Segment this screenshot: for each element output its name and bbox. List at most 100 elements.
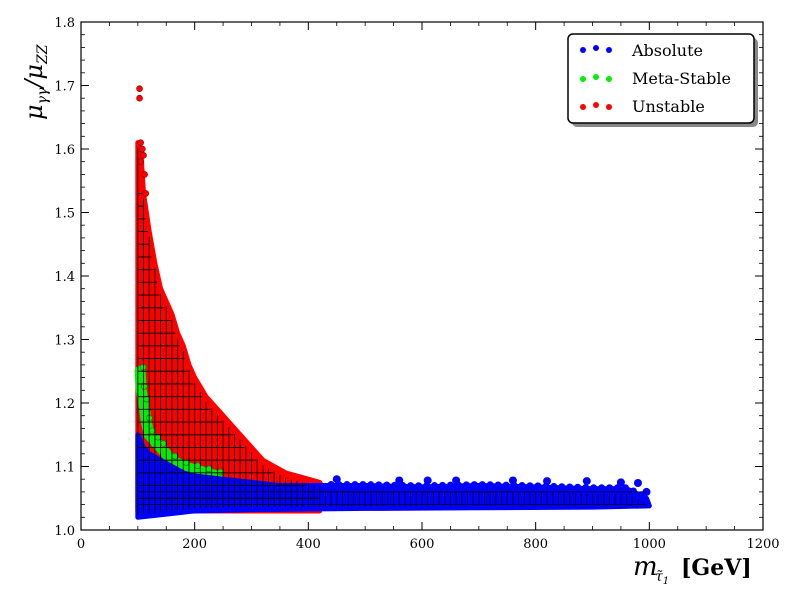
unstable-point-6 xyxy=(142,190,150,197)
ticks-layer: 0 200 400 600 800 1000 1200 1.0 1.1 1.2 1.3 1.4 1.5 1… xyxy=(54,16,779,552)
absolute-edge-dot xyxy=(399,481,407,489)
y-tick-label: 1.5 xyxy=(54,207,75,222)
unstable-region xyxy=(135,140,328,514)
absolute-edge-dot xyxy=(494,481,502,489)
absolute-edge-dot xyxy=(629,487,637,495)
meta-stable-point-1 xyxy=(140,382,148,390)
y-tick-label: 1.4 xyxy=(54,270,75,285)
absolute-edge-dot xyxy=(391,481,399,489)
absolute-edge-dot xyxy=(590,484,598,492)
meta-stable-point-4 xyxy=(148,427,156,435)
absolute-edge-dot xyxy=(343,481,351,489)
x-tick-label: 0 xyxy=(77,537,85,552)
legend-marker-unstable-3 xyxy=(606,104,612,110)
absolute-edge-dot xyxy=(446,481,454,489)
absolute-edge-dot xyxy=(478,481,486,489)
absolute-edge-dot xyxy=(510,481,518,489)
meta-stable-point-9 xyxy=(194,462,201,469)
absolute-edge-dot xyxy=(598,484,606,492)
absolute-edge-dot xyxy=(359,481,367,489)
absolute-edge-dot xyxy=(486,481,494,489)
unstable-point-5 xyxy=(141,171,148,178)
x-tick-label: 400 xyxy=(296,537,321,552)
absolute-edge-dot xyxy=(534,482,542,490)
absolute-edge-point-7 xyxy=(616,478,625,487)
absolute-edge-dot xyxy=(637,491,645,499)
legend-item-absolute: Absolute xyxy=(580,41,703,60)
y-tick-label: 1.0 xyxy=(54,524,75,539)
y-axis-title-num: μγγ/μZZ xyxy=(20,44,51,120)
legend-label-absolute: Absolute xyxy=(631,41,703,60)
x-axis-title-sub: τ̃1 xyxy=(655,569,669,587)
legend-marker-unstable-2 xyxy=(593,102,599,108)
plot-frame xyxy=(80,21,764,531)
unstable-point-1 xyxy=(136,94,143,102)
absolute-edge-dot xyxy=(367,481,375,489)
legend-marker-absolute-3 xyxy=(606,47,612,53)
absolute-edge-dot xyxy=(327,481,335,489)
x-tick-label: 200 xyxy=(182,537,207,552)
absolute-edge-dot xyxy=(375,481,383,489)
x-tick-label: 1000 xyxy=(633,537,666,552)
unstable-point-7 xyxy=(137,158,144,165)
absolute-edge-dot xyxy=(558,483,566,491)
x-tick-label: 600 xyxy=(410,537,435,552)
absolute-edge-point-8 xyxy=(633,479,642,488)
absolute-edge-dot xyxy=(518,482,526,490)
x-axis-title: m τ̃1 [GeV] xyxy=(633,552,752,587)
x-tick-label: 1200 xyxy=(746,537,779,552)
absolute-edge-dot xyxy=(407,482,415,490)
absolute-edge-dot xyxy=(614,484,622,492)
legend-box xyxy=(567,33,755,124)
absolute-edge-dot xyxy=(438,481,446,489)
absolute-edge-dot xyxy=(454,481,462,489)
meta-stable-point-11 xyxy=(217,468,224,476)
data-layer xyxy=(134,85,652,520)
absolute-region xyxy=(135,432,652,520)
absolute-edge-dot xyxy=(550,482,558,490)
legend-marker-meta-stable-2 xyxy=(593,74,599,80)
unstable-point-0 xyxy=(136,85,143,92)
absolute-edge-dot xyxy=(566,483,574,491)
y-tick-label: 1.7 xyxy=(54,80,75,95)
y-axis-title: μγγ/μZZ xyxy=(20,44,51,120)
absolute-edge-dot xyxy=(383,481,391,489)
unstable-point-2 xyxy=(137,139,144,146)
legend-item-meta-stable: Meta-Stable xyxy=(580,69,731,88)
y-tick-label: 1.3 xyxy=(54,334,75,349)
x-axis-title-m: m xyxy=(633,552,658,582)
legend-label-unstable: Unstable xyxy=(632,97,705,116)
absolute-edge-dot xyxy=(351,481,359,489)
legend-marker-unstable-1 xyxy=(580,104,586,110)
absolute-edge-dot xyxy=(502,481,510,489)
legend-label-meta-stable: Meta-Stable xyxy=(632,69,731,88)
absolute-edge-dot xyxy=(335,481,343,489)
meta-stable-point-6 xyxy=(160,440,167,447)
absolute-edge-dot xyxy=(415,482,423,490)
legend-marker-absolute-2 xyxy=(593,45,599,51)
absolute-edge-dot xyxy=(574,483,582,491)
y-tick-label: 1.8 xyxy=(54,16,75,31)
legend-marker-meta-stable-3 xyxy=(606,76,612,82)
legend: Absolute Meta-Stable Unstable xyxy=(567,33,758,127)
y-tick-label: 1.1 xyxy=(54,461,75,476)
absolute-edge-dot xyxy=(526,482,534,490)
absolute-edge-dot xyxy=(606,484,614,492)
hatch-layer xyxy=(137,147,647,515)
unstable-point-3 xyxy=(139,145,146,153)
unstable-point-4 xyxy=(140,152,147,159)
absolute-edge-dot xyxy=(582,483,590,491)
meta-stable-point-7 xyxy=(171,452,179,460)
absolute-edge-dot xyxy=(542,482,550,490)
x-tick-label: 800 xyxy=(523,537,548,552)
legend-marker-meta-stable-1 xyxy=(580,76,586,82)
absolute-edge-dot xyxy=(423,482,431,490)
legend-item-unstable: Unstable xyxy=(580,97,705,116)
absolute-edge-dot xyxy=(462,481,470,489)
absolute-edge-dot xyxy=(621,484,629,492)
absolute-edge-dot xyxy=(470,481,478,489)
absolute-edge-dot xyxy=(431,482,439,490)
absolute-edge-point-6 xyxy=(582,477,591,486)
y-tick-label: 1.2 xyxy=(54,397,75,412)
